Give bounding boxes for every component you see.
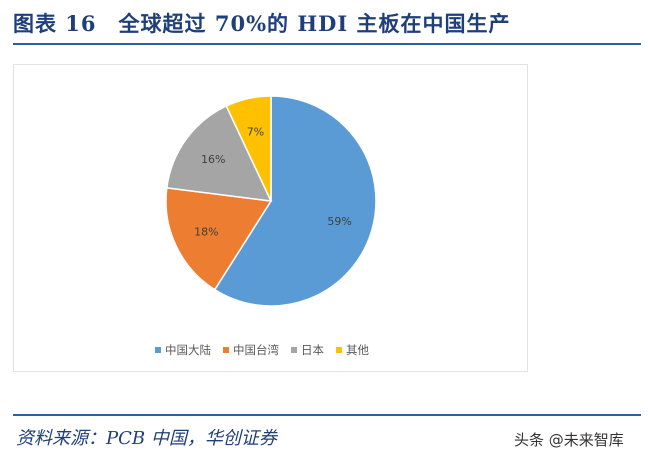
legend-item: 其他	[336, 342, 369, 358]
chart-legend: 中国大陆 中国台湾 日本 其他	[155, 342, 369, 358]
pie-slice	[165, 104, 273, 202]
legend-swatch	[155, 347, 161, 353]
watermark: 头条 @未来智库	[514, 431, 624, 449]
legend-swatch	[336, 347, 342, 353]
source-note: 资料来源：PCB 中国，华创证券	[16, 428, 277, 449]
legend-swatch	[291, 347, 297, 353]
slice-label: 16%	[201, 153, 225, 166]
chart-frame	[13, 64, 528, 372]
legend-item: 日本	[291, 342, 324, 358]
title-divider	[13, 43, 641, 45]
pie-slice	[225, 95, 272, 202]
slice-label: 18%	[194, 225, 218, 238]
slice-label: 59%	[327, 215, 351, 228]
slice-label: 7%	[247, 125, 264, 138]
pie-slice	[165, 187, 273, 291]
legend-item: 中国台湾	[223, 342, 279, 358]
footer-divider	[13, 414, 641, 416]
legend-swatch	[223, 347, 229, 353]
figure-title: 图表 16 全球超过 70%的 HDI 主板在中国生产	[13, 11, 511, 36]
legend-label: 中国台湾	[233, 343, 279, 357]
legend-label: 其他	[346, 343, 369, 357]
legend-label: 中国大陆	[165, 343, 211, 357]
pie-slice	[213, 95, 377, 307]
legend-item: 中国大陆	[155, 342, 211, 358]
legend-label: 日本	[301, 343, 324, 357]
